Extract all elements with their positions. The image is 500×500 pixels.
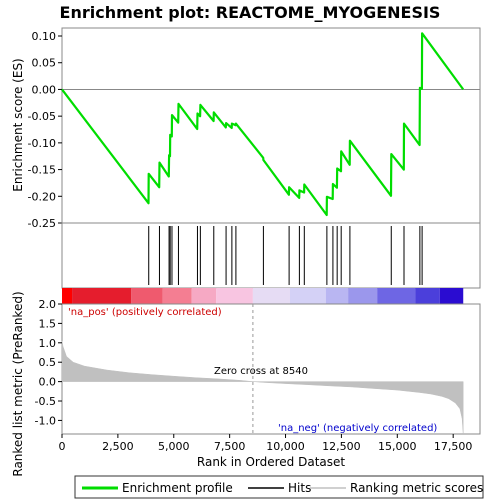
colorbar-segment	[325, 288, 349, 304]
es-ytick-label: -0.20	[28, 190, 56, 203]
colorbar-segment	[348, 288, 378, 304]
rank-ytick-label: 1.5	[39, 317, 57, 330]
es-ylabel: Enrichment score (ES)	[11, 58, 25, 191]
colorbar-segment	[439, 288, 464, 304]
rank-ytick-label: 0.5	[39, 356, 57, 369]
xtick-label: 12,500	[322, 440, 361, 453]
legend: Enrichment profile Hits Ranking metric s…	[74, 475, 484, 499]
zero-cross-label: Zero cross at 8540	[214, 366, 308, 377]
xtick-label: 0	[59, 440, 66, 453]
x-axis-label: Rank in Ordered Dataset	[197, 455, 345, 469]
xtick-label: 7,500	[214, 440, 246, 453]
es-ytick-label: -0.25	[28, 217, 56, 230]
es-y-ticks: 0.10 0.05 0.00 -0.05 -0.10 -0.15 -0.20 -0.25	[28, 30, 62, 230]
rank-panel-frame	[61, 303, 481, 435]
es-line	[61, 32, 465, 217]
es-ytick-label: -0.10	[28, 137, 56, 150]
legend-label-ranking-metric: Ranking metric scores	[350, 481, 483, 495]
colorbar-segment	[72, 288, 132, 304]
enrichment-profile-line	[61, 32, 465, 217]
es-ytick-label: -0.05	[28, 110, 56, 123]
x-axis: 0 2,500 5,000 7,500 10,000 12,500 15,000 17,500	[59, 434, 473, 453]
neg-correlated-label: 'na_neg' (negatively correlated)	[278, 423, 437, 434]
rank-ylabel: Ranked list metric (PreRanked)	[11, 291, 25, 476]
es-ytick-label: 0.10	[32, 30, 57, 43]
xtick-label: 15,000	[378, 440, 417, 453]
es-panel-frame	[61, 27, 481, 224]
hit-lines	[148, 226, 423, 285]
colorbar-segment	[252, 288, 290, 304]
colorbar-segment	[415, 288, 440, 304]
es-ytick-label: -0.15	[28, 164, 56, 177]
pos-correlated-label: 'na_pos' (positively correlated)	[68, 307, 222, 318]
rank-panel: 2.0 1.5 1.0 0.5 0.0 -0.5 -1.0 'na_pos' (positi…	[11, 291, 481, 477]
hits-panel	[61, 222, 481, 289]
rank-colorbar	[62, 288, 464, 304]
xtick-label: 17,500	[434, 440, 473, 453]
rank-ytick-label: 0.0	[39, 376, 57, 389]
legend-label-hits: Hits	[288, 481, 311, 495]
xtick-label: 5,000	[158, 440, 190, 453]
xtick-label: 10,000	[266, 440, 305, 453]
rank-metric-area	[61, 340, 464, 435]
es-ytick-label: 0.05	[32, 57, 57, 70]
legend-label-enrichment-profile: Enrichment profile	[122, 481, 233, 495]
colorbar-segment	[216, 288, 253, 304]
colorbar-segment	[290, 288, 326, 304]
rank-y-ticks: 2.0 1.5 1.0 0.5 0.0 -0.5 -1.0	[35, 298, 62, 427]
colorbar-segment	[62, 288, 73, 304]
es-ytick-label: 0.00	[32, 83, 57, 96]
es-panel: 0.10 0.05 0.00 -0.05 -0.10 -0.15 -0.20 -0.25 En…	[11, 27, 481, 230]
rank-ytick-label: 1.0	[39, 337, 57, 350]
rank-ytick-label: 2.0	[39, 298, 57, 311]
rank-ytick-label: -1.0	[35, 414, 56, 427]
colorbar-segment	[377, 288, 416, 304]
xtick-label: 2,500	[102, 440, 134, 453]
colorbar-segment	[191, 288, 217, 304]
colorbar-segment	[131, 288, 163, 304]
ranking-metric-area	[61, 340, 464, 435]
rank-ytick-label: -0.5	[35, 395, 56, 408]
legend-frame	[74, 475, 484, 499]
colorbar-segment	[162, 288, 192, 304]
hits-panel-frame	[61, 222, 481, 289]
chart-title: Enrichment plot: REACTOME_MYOGENESIS	[60, 3, 441, 22]
